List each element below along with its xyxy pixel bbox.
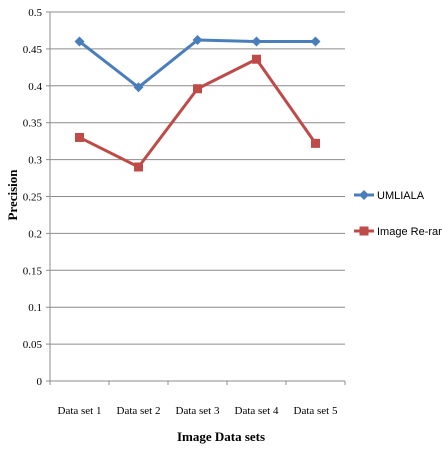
legend-label: UMLIALA [377,190,425,202]
legend: UMLIALA Image Re-rank [354,190,442,238]
x-tick-label: Data set 1 [58,405,102,417]
data-point [251,36,262,47]
legend-item: UMLIALA [354,190,425,202]
gridlines [50,11,345,345]
data-point [74,36,85,47]
y-axis-ticks: 0 0.05 0.1 0.15 0.2 0.25 0.3 0.35 0.4 0.45 0.5 [23,7,50,388]
data-point [311,138,320,148]
y-tick-label: 0.15 [23,265,43,277]
y-tick-label: 0.5 [28,7,42,19]
data-point [133,82,144,93]
data-point [252,54,261,64]
data-point [193,84,202,94]
x-tick-label: Data set 3 [176,405,220,417]
data-point [310,36,321,47]
legend-marker [359,226,369,236]
y-tick-label: 0.3 [28,155,42,167]
y-tick-label: 0.25 [23,192,43,204]
legend-marker [359,190,369,200]
data-point [75,132,84,142]
series-line [78,38,316,89]
legend-item: Image Re-rank [354,226,442,238]
y-tick-label: 0.05 [23,339,43,351]
y-tick-label: 0.2 [28,228,42,240]
x-axis-title: Image Data sets [177,429,265,444]
x-tick-label: Data set 2 [117,405,161,417]
series-layer [74,35,321,172]
y-tick-label: 0.1 [28,302,42,314]
data-point [134,162,143,172]
y-tick-label: 0.4 [28,81,42,93]
x-tick-label: Data set 4 [235,405,279,417]
y-axis-title: Precision [5,169,20,221]
data-point [192,35,203,46]
y-tick-label: 0.35 [23,118,43,130]
series-umliala [74,35,321,93]
y-tick-label: 0 [37,376,43,388]
y-tick-label: 0.45 [23,44,43,56]
series-line [78,57,317,169]
x-tick-label: Data set 5 [294,405,338,417]
legend-label: Image Re-rank [377,226,442,238]
series-image-re-rank [75,54,320,172]
x-axis-ticks: Data set 1 Data set 2 Data set 3 Data set 4… [49,381,346,417]
